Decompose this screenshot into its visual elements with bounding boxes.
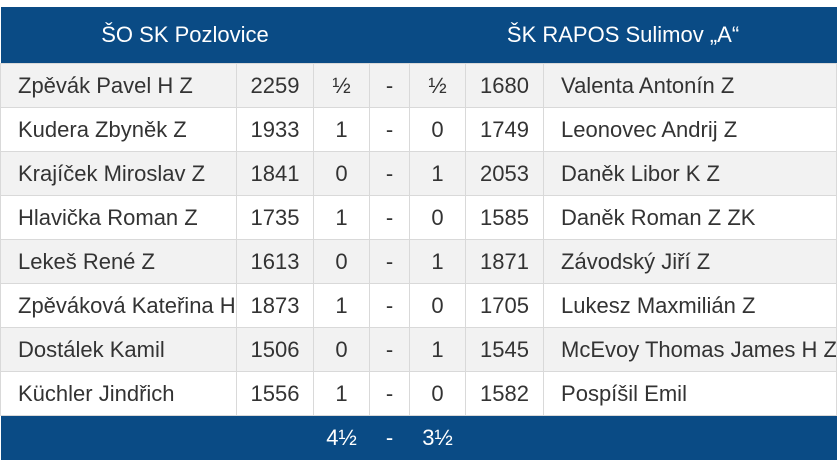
away-player-rating: 1871 bbox=[466, 240, 544, 284]
away-player-rating: 1680 bbox=[466, 64, 544, 108]
home-player-rating: 1841 bbox=[237, 152, 314, 196]
away-board-score: 0 bbox=[410, 372, 466, 416]
total-away-score: 3½ bbox=[410, 416, 466, 460]
home-player-name: Zpěváková Kateřina H bbox=[1, 284, 237, 328]
home-player-name: Krajíček Miroslav Z bbox=[1, 152, 237, 196]
away-player-name: Lukesz Maxmilián Z bbox=[544, 284, 837, 328]
away-board-score: 0 bbox=[410, 196, 466, 240]
score-separator: - bbox=[370, 152, 410, 196]
away-player-name: Pospíšil Emil bbox=[544, 372, 837, 416]
away-player-rating: 1585 bbox=[466, 196, 544, 240]
total-spacer-left bbox=[1, 416, 314, 460]
score-separator: - bbox=[370, 108, 410, 152]
away-player-rating: 1705 bbox=[466, 284, 544, 328]
away-player-rating: 1749 bbox=[466, 108, 544, 152]
away-player-name: Leonovec Andrij Z bbox=[544, 108, 837, 152]
home-board-score: 1 bbox=[314, 284, 370, 328]
away-board-score: 1 bbox=[410, 328, 466, 372]
home-player-rating: 1556 bbox=[237, 372, 314, 416]
home-player-name: Dostálek Kamil bbox=[1, 328, 237, 372]
home-board-score: 0 bbox=[314, 328, 370, 372]
home-board-score: 1 bbox=[314, 108, 370, 152]
home-player-name: Hlavička Roman Z bbox=[1, 196, 237, 240]
home-board-score: 0 bbox=[314, 240, 370, 284]
home-player-rating: 2259 bbox=[237, 64, 314, 108]
home-player-rating: 1735 bbox=[237, 196, 314, 240]
home-player-rating: 1873 bbox=[237, 284, 314, 328]
header-spacer bbox=[370, 7, 410, 64]
score-separator: - bbox=[370, 240, 410, 284]
away-board-score: 1 bbox=[410, 240, 466, 284]
score-separator: - bbox=[370, 196, 410, 240]
total-home-score: 4½ bbox=[314, 416, 370, 460]
home-player-rating: 1613 bbox=[237, 240, 314, 284]
home-board-score: 1 bbox=[314, 196, 370, 240]
score-separator: - bbox=[370, 284, 410, 328]
away-board-score: ½ bbox=[410, 64, 466, 108]
home-player-name: Lekeš René Z bbox=[1, 240, 237, 284]
away-player-name: Daněk Libor K Z bbox=[544, 152, 837, 196]
total-separator: - bbox=[370, 416, 410, 460]
score-separator: - bbox=[370, 328, 410, 372]
score-separator: - bbox=[370, 64, 410, 108]
home-board-score: 0 bbox=[314, 152, 370, 196]
away-player-name: Valenta Antonín Z bbox=[544, 64, 837, 108]
home-team-name: ŠO SK Pozlovice bbox=[1, 7, 370, 64]
home-player-rating: 1933 bbox=[237, 108, 314, 152]
home-player-name: Zpěvák Pavel H Z bbox=[1, 64, 237, 108]
away-player-name: Závodský Jiří Z bbox=[544, 240, 837, 284]
away-board-score: 0 bbox=[410, 108, 466, 152]
away-player-rating: 1545 bbox=[466, 328, 544, 372]
header-row: ŠO SK Pozlovice ŠK RAPOS Sulimov „A“ bbox=[1, 7, 837, 64]
away-board-score: 1 bbox=[410, 152, 466, 196]
away-team-name: ŠK RAPOS Sulimov „A“ bbox=[410, 7, 837, 64]
home-player-rating: 1506 bbox=[237, 328, 314, 372]
total-spacer-right bbox=[466, 416, 837, 460]
match-results-table: ŠO SK Pozlovice ŠK RAPOS Sulimov „A“ Zpě… bbox=[0, 7, 837, 460]
home-player-name: Küchler Jindřich bbox=[1, 372, 237, 416]
away-player-name: McEvoy Thomas James H Z bbox=[544, 328, 837, 372]
away-player-rating: 1582 bbox=[466, 372, 544, 416]
home-board-score: ½ bbox=[314, 64, 370, 108]
home-player-name: Kudera Zbyněk Z bbox=[1, 108, 237, 152]
total-row: 4½ - 3½ bbox=[1, 416, 837, 460]
score-separator: - bbox=[370, 372, 410, 416]
away-player-name: Daněk Roman Z ZK bbox=[544, 196, 837, 240]
home-board-score: 1 bbox=[314, 372, 370, 416]
away-player-rating: 2053 bbox=[466, 152, 544, 196]
away-board-score: 0 bbox=[410, 284, 466, 328]
